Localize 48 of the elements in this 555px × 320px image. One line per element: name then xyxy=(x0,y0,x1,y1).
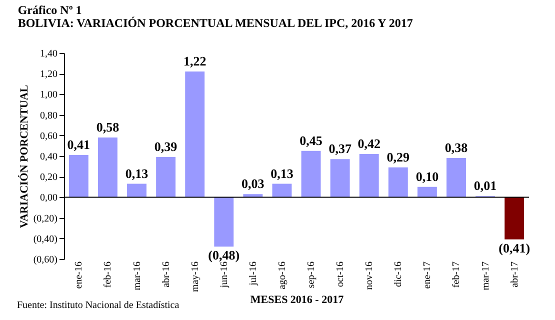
x-tick-label: dic-16 xyxy=(393,262,404,288)
x-tick-label: feb-17 xyxy=(451,262,462,288)
x-tick-label: mar-16 xyxy=(132,262,143,290)
y-tick-label: 1,40 xyxy=(40,48,58,60)
x-tick-label: mar-17 xyxy=(480,262,492,290)
x-tick-label: jun-16 xyxy=(218,262,230,289)
data-label: (0,48) xyxy=(208,248,240,263)
x-tick-label: ene-17 xyxy=(422,262,434,289)
data-label: 1,22 xyxy=(183,54,206,69)
data-label: 0,58 xyxy=(96,119,120,134)
data-label: 0,13 xyxy=(270,166,294,181)
y-tick-label: 1,00 xyxy=(40,90,58,101)
x-tick-label: may-16 xyxy=(190,262,201,292)
x-tick-label: sep-16 xyxy=(306,262,318,288)
data-label: (0,41) xyxy=(498,240,530,256)
data-label: 0,45 xyxy=(300,132,323,148)
x-tick-label: abr-17 xyxy=(509,262,520,288)
y-tick-label: 0,00 xyxy=(40,192,58,204)
y-tick-label: (0,40) xyxy=(33,234,58,245)
y-tick-label: 1,20 xyxy=(40,69,58,80)
x-tick-label: feb-16 xyxy=(102,262,114,288)
x-tick-label: ene-16 xyxy=(74,262,85,289)
x-tick-label: jul-16 xyxy=(248,262,259,286)
data-label: 0,42 xyxy=(358,136,380,151)
data-label: 0,37 xyxy=(328,141,352,156)
y-axis-title: VARIACIÓN PORCENTUAL xyxy=(17,84,30,228)
y-tick-label: 0,20 xyxy=(40,172,58,184)
x-tick-label: ago-16 xyxy=(276,262,288,290)
y-tick-label: (0,60) xyxy=(33,254,58,266)
source-note: Fuente: Instituto Nacional de Estadística xyxy=(17,300,180,311)
x-tick-label: abr-16 xyxy=(160,262,172,288)
data-label: 0,10 xyxy=(416,168,439,184)
data-label: 0,03 xyxy=(242,176,265,192)
y-tick-label: 0,80 xyxy=(40,110,58,122)
data-label: 0,39 xyxy=(154,139,178,154)
y-tick-label: 0,40 xyxy=(40,152,58,162)
x-tick-label: nov-16 xyxy=(364,262,376,290)
data-label: 0,13 xyxy=(125,166,149,181)
chart-subtitle: BOLIVIA: VARIACIÓN PORCENTUAL MENSUAL DEL IPC, 2016 Y 2017 xyxy=(18,16,413,30)
data-label: 0,29 xyxy=(386,149,410,164)
data-label: 0,01 xyxy=(474,178,497,194)
chart-title: Gráfico Nº 1 xyxy=(18,3,82,17)
data-label: 0,41 xyxy=(67,136,90,152)
x-axis-title: MESES 2016 - 2017 xyxy=(250,294,344,306)
x-tick-label: oct-16 xyxy=(335,262,346,288)
y-tick-label: (0,20) xyxy=(33,213,58,224)
data-label: 0,38 xyxy=(444,140,468,156)
y-tick-label: 0,60 xyxy=(40,130,58,142)
